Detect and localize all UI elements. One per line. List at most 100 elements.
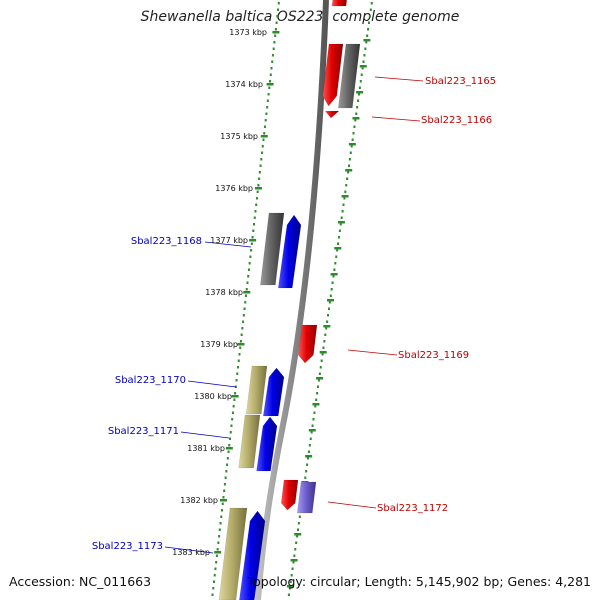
track-dot bbox=[293, 554, 296, 557]
track-dot bbox=[271, 60, 274, 63]
track-dot bbox=[310, 431, 313, 434]
scale-tick bbox=[214, 551, 222, 554]
track-dot bbox=[308, 444, 311, 447]
scale-tick bbox=[237, 343, 245, 346]
track-dot bbox=[297, 528, 300, 531]
scale-label: 1382 kbp bbox=[180, 496, 218, 505]
track-dot bbox=[337, 236, 340, 239]
track-dot bbox=[214, 567, 217, 570]
label-leader bbox=[371, 116, 421, 122]
scale-label: 1381 kbp bbox=[187, 444, 225, 453]
track-dot bbox=[215, 561, 218, 564]
track-dot bbox=[292, 561, 295, 564]
track-dots bbox=[211, 2, 373, 596]
track-dot bbox=[361, 67, 364, 70]
track-dot bbox=[222, 496, 225, 499]
scale-tick bbox=[260, 135, 268, 138]
track-dot bbox=[296, 535, 299, 538]
track-dot bbox=[232, 405, 235, 408]
scale-tick bbox=[330, 273, 338, 276]
track-dot bbox=[327, 314, 330, 317]
scale-tick bbox=[359, 65, 367, 68]
track-dot bbox=[354, 119, 357, 122]
track-dot bbox=[265, 112, 268, 115]
track-dot bbox=[368, 15, 371, 18]
gene-label: Sbal223_1171 bbox=[108, 426, 179, 437]
scale-tick bbox=[266, 83, 274, 86]
track-dot bbox=[329, 294, 332, 297]
track-dot bbox=[316, 392, 319, 395]
scale-tick bbox=[290, 559, 298, 562]
track-dot bbox=[341, 210, 344, 213]
label-leader bbox=[204, 241, 252, 248]
track-dot bbox=[309, 437, 312, 440]
track-dot bbox=[339, 223, 342, 226]
track-dot bbox=[248, 262, 251, 265]
track-dot bbox=[311, 424, 314, 427]
track-dot bbox=[255, 203, 258, 206]
cds-arrow-icon bbox=[277, 214, 302, 289]
scale-tick bbox=[272, 31, 280, 34]
track-dot bbox=[367, 28, 370, 31]
track-dot bbox=[223, 483, 226, 486]
label-leader bbox=[347, 349, 398, 356]
track-dot bbox=[274, 34, 277, 37]
track-dot bbox=[253, 223, 256, 226]
track-dot bbox=[275, 21, 278, 24]
track-dot bbox=[298, 515, 301, 518]
track-dot bbox=[365, 41, 368, 44]
track-dot bbox=[277, 2, 280, 5]
track-dot bbox=[254, 210, 257, 213]
track-dot bbox=[233, 398, 236, 401]
scale-label: 1376 kbp bbox=[215, 184, 253, 193]
track-dot bbox=[218, 535, 221, 538]
track-dot bbox=[362, 60, 365, 63]
label-leader bbox=[327, 501, 377, 509]
track-dot bbox=[334, 262, 337, 265]
gene-labels: Sbal223_1165 Sbal223_1166 Sbal223_1169 Sbal… bbox=[92, 76, 496, 552]
track-dot bbox=[340, 216, 343, 219]
track-dot bbox=[230, 424, 233, 427]
track-dot bbox=[342, 203, 345, 206]
scale-label: 1383 kbp bbox=[172, 548, 210, 557]
track-dot bbox=[349, 151, 352, 154]
scale-tick bbox=[312, 403, 320, 406]
track-dot bbox=[347, 164, 350, 167]
track-dot bbox=[307, 457, 310, 460]
track-dot bbox=[294, 548, 297, 551]
genome-title: Shewanella baltica OS223, complete genom… bbox=[140, 9, 460, 25]
scale-tick bbox=[327, 299, 334, 302]
track-dot bbox=[269, 80, 272, 83]
scale-tick bbox=[348, 143, 356, 146]
cds-features bbox=[218, 0, 361, 600]
track-dot bbox=[271, 54, 274, 57]
track-dot bbox=[249, 255, 252, 258]
track-dot bbox=[304, 476, 307, 479]
track-dot bbox=[333, 268, 336, 271]
track-dot bbox=[327, 307, 330, 310]
track-dot bbox=[244, 301, 247, 304]
track-dot bbox=[290, 574, 293, 577]
track-dot bbox=[255, 197, 258, 200]
track-dot bbox=[331, 281, 334, 284]
track-dot bbox=[247, 275, 250, 278]
track-dot bbox=[357, 93, 360, 96]
scale-tick bbox=[319, 351, 327, 354]
cds-arrow-icon bbox=[260, 212, 285, 286]
scale-label: 1374 kbp bbox=[225, 80, 263, 89]
track-dot bbox=[245, 294, 248, 297]
scale-label: 1379 kbp bbox=[200, 340, 238, 349]
track-dot bbox=[348, 158, 351, 161]
scale-label: 1373 kbp bbox=[229, 28, 267, 37]
track-dot bbox=[213, 574, 216, 577]
track-dot bbox=[257, 184, 260, 187]
track-dot bbox=[267, 93, 270, 96]
cds-arrow-icon bbox=[296, 481, 317, 514]
track-dot bbox=[313, 411, 316, 414]
track-dot bbox=[288, 587, 291, 590]
track-dot bbox=[332, 275, 335, 278]
track-dot bbox=[319, 366, 322, 369]
scale-labels: 1373 kbp 1374 kbp 1375 kbp 1376 kbp 1377 kbp… bbox=[172, 28, 267, 557]
scale-tick bbox=[243, 291, 251, 294]
track-dot bbox=[363, 54, 366, 57]
